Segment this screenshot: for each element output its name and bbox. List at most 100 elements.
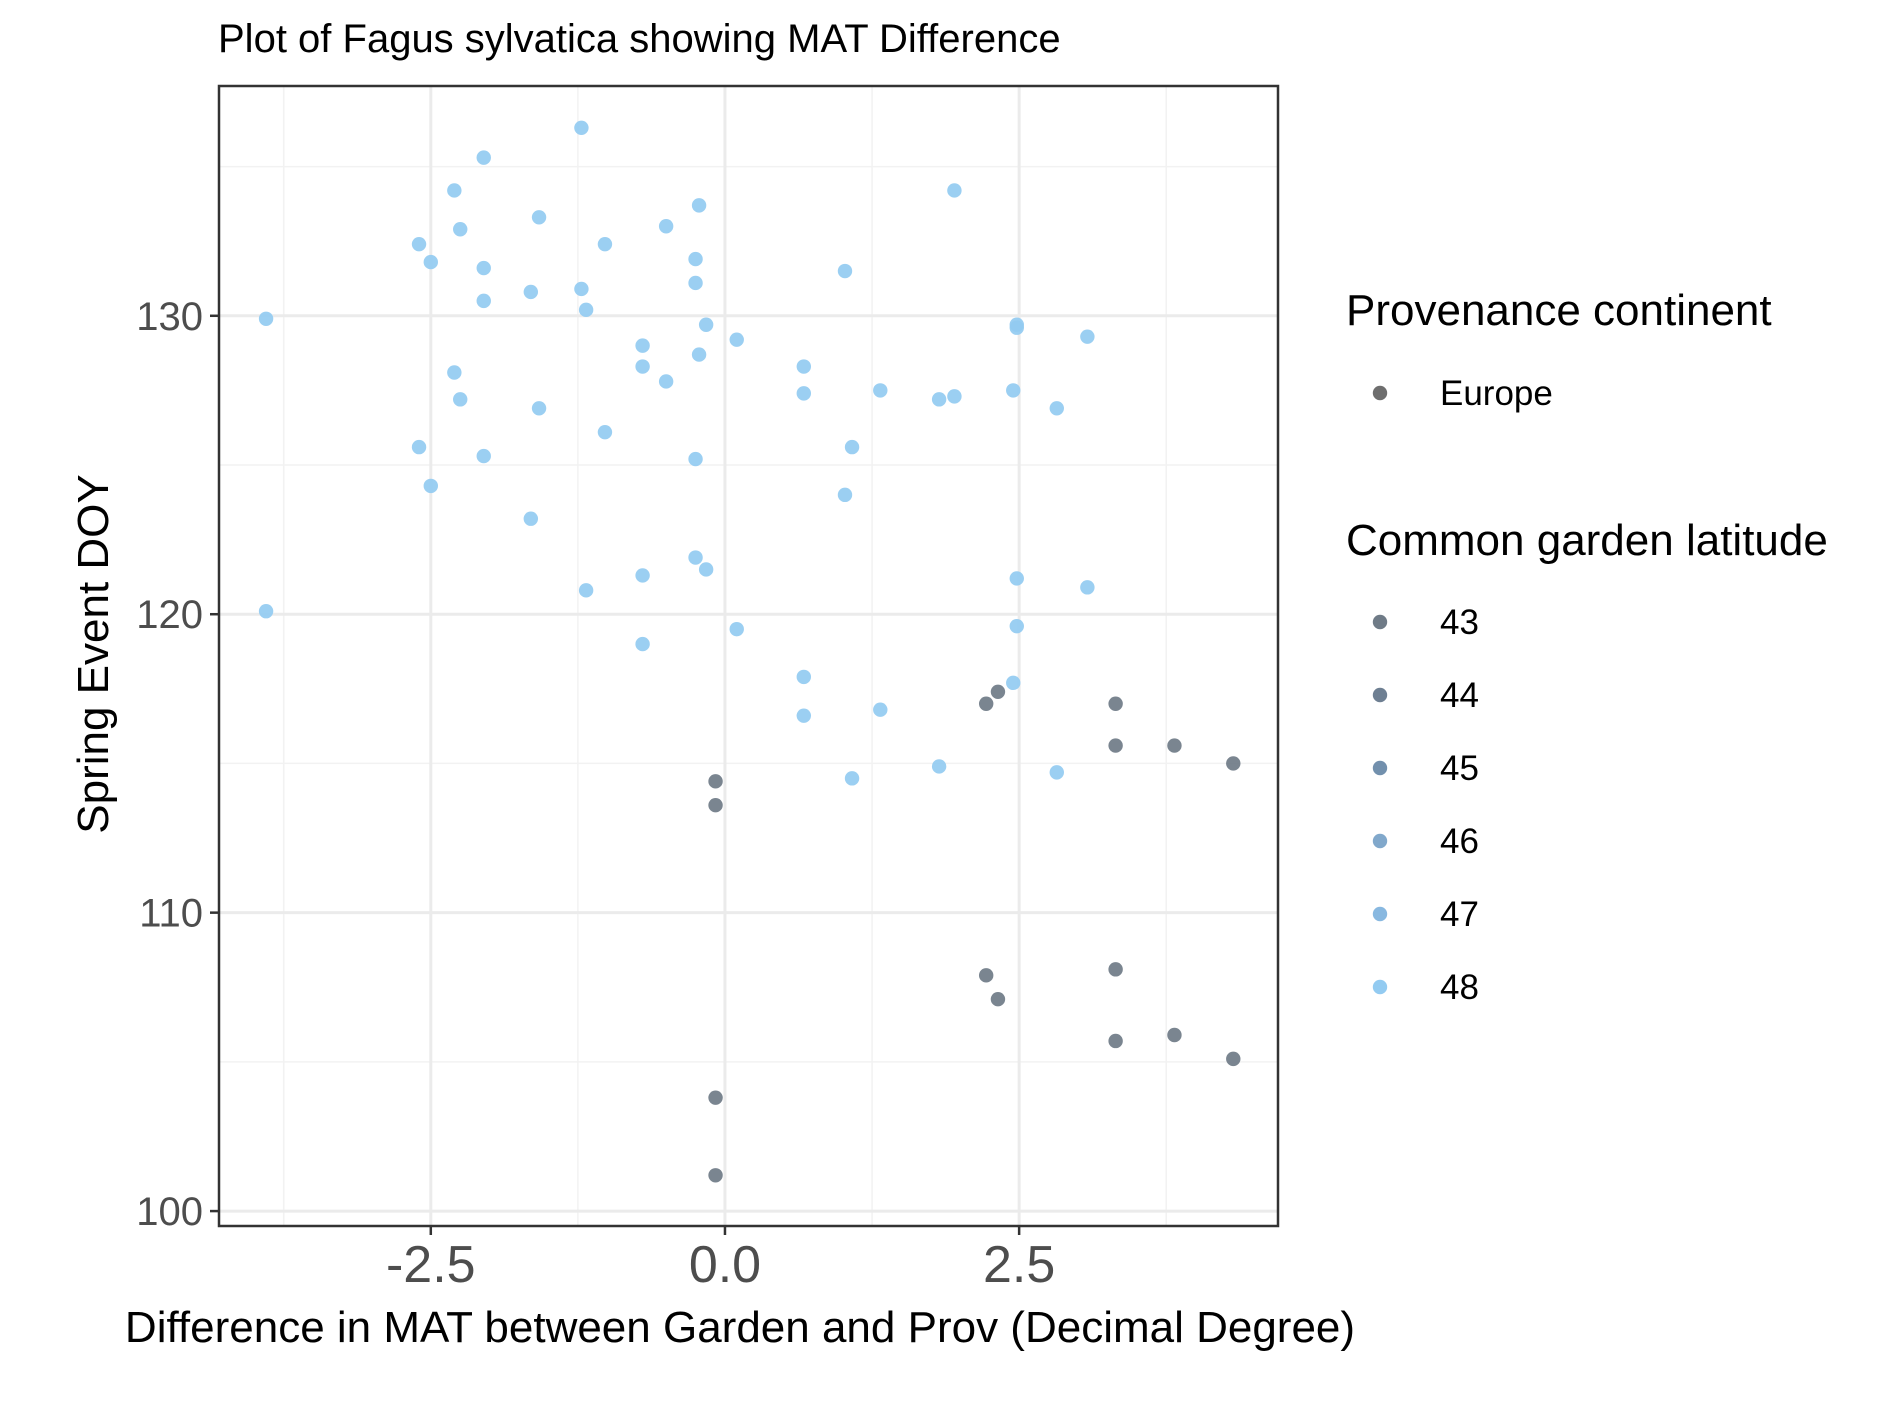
panel-border [217,84,1280,1228]
x-axis: -2.5 0.0 2.5 [386,1226,1055,1294]
data-point [708,774,723,789]
data-point [688,550,703,565]
data-point [1009,571,1024,586]
data-point [729,332,744,347]
data-point [796,669,812,685]
data-point [1049,765,1064,780]
data-point [1006,383,1021,398]
data-point [1226,1051,1241,1067]
data-point [635,568,650,583]
data-point [1009,320,1024,335]
legend-label: 45 [1440,749,1479,788]
y-tick-label: 120 [136,593,203,637]
data-point [729,621,744,637]
y-axis-label: Spring Event DOY [69,474,118,834]
data-point [1080,329,1095,344]
major-gridlines [219,86,1278,1226]
legend-key-icon [1372,760,1388,776]
x-tick-label: 2.5 [983,1236,1055,1294]
data-point [476,260,491,276]
data-point [1009,618,1024,634]
plot-panel [219,86,1278,1226]
data-point [578,583,594,598]
data-points [258,120,1241,1183]
panel-background [219,86,1278,1226]
data-point [873,702,888,717]
data-point [597,424,613,440]
y-tick-label: 130 [136,295,203,339]
legend-key-icon [1372,906,1388,922]
legend-key-icon [1372,687,1388,703]
data-point [453,222,468,237]
data-point [873,383,888,398]
data-point [1049,401,1064,416]
data-point [258,311,274,326]
data-point [978,696,994,711]
data-point [990,991,1006,1007]
legend-key-icon [1372,614,1388,630]
data-point [947,183,962,198]
legend-label: 47 [1440,895,1479,934]
data-point [531,210,547,225]
data-point [1080,580,1095,595]
data-point [658,374,674,389]
data-point [708,1090,723,1105]
data-point [978,968,994,983]
data-point [698,317,714,332]
data-point [931,392,947,407]
data-point [635,636,650,652]
data-point [476,448,491,464]
data-point [1006,675,1021,691]
data-point [688,275,703,291]
legend: Provenance continent Europe Common garden … [1346,286,1828,1007]
data-point [688,251,703,267]
data-point [844,439,860,455]
data-point [578,302,594,318]
data-point [1108,962,1123,977]
data-point [476,293,491,309]
y-axis: 100 110 120 130 [136,295,219,1234]
legend-key-icon [1372,979,1388,995]
data-point [947,389,962,404]
data-point [597,236,613,252]
data-point [837,263,853,279]
data-point [411,439,427,455]
data-point [258,604,274,619]
data-point [1108,1033,1123,1049]
data-point [476,150,491,165]
data-point [837,487,853,503]
data-point [691,198,707,213]
data-point [691,347,707,362]
data-point [423,254,438,270]
legend-title: Provenance continent [1346,286,1772,335]
data-point [1108,738,1123,753]
legend-title: Common garden latitude [1346,516,1828,565]
data-point [796,359,812,374]
data-point [796,708,812,723]
data-point [708,798,723,813]
legend-label: 44 [1440,676,1479,715]
data-point [931,759,947,774]
data-point [523,284,539,300]
data-point [574,281,589,297]
data-point [708,1168,723,1183]
chart-title: Plot of Fagus sylvatica showing MAT Diff… [218,17,1061,61]
data-point [635,359,650,374]
data-point [1108,696,1123,711]
data-point [411,236,427,252]
data-point [1226,756,1241,771]
data-point [1167,738,1182,753]
legend-label: 43 [1440,603,1479,642]
x-tick-label: -2.5 [386,1236,476,1294]
y-tick-label: 110 [139,892,203,936]
data-point [844,771,860,786]
minor-gridlines [219,86,1278,1226]
x-tick-label: 0.0 [689,1236,761,1294]
data-point [990,684,1006,700]
legend-label: Europe [1440,374,1553,413]
data-point [698,562,714,577]
x-axis-label: Difference in MAT between Garden and Pro… [125,1303,1355,1352]
data-point [447,183,462,198]
data-point [796,386,812,401]
